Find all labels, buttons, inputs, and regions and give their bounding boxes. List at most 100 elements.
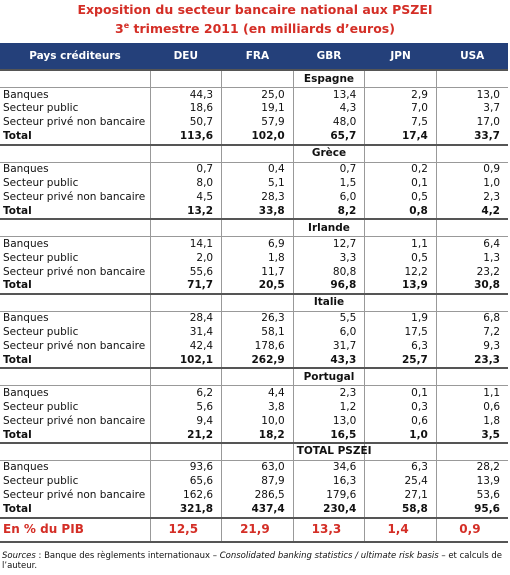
value-cell: 25,0 [221, 87, 294, 103]
row: Banques 14,1 6,9 12,7 1,1 6,4 [0, 236, 508, 252]
value-cell: 0,9 [435, 162, 508, 177]
value-cell: 262,9 [221, 353, 294, 369]
value-cell: 44,3 [149, 87, 222, 103]
cell [0, 292, 150, 312]
value-cell: 1,9 [364, 311, 437, 326]
text: 3 [115, 21, 124, 37]
cell [0, 367, 150, 387]
value-cell: 6,2 [149, 385, 222, 401]
cell [221, 218, 294, 238]
row-label: Secteur public [3, 177, 79, 190]
cell [435, 367, 508, 387]
value-cell: 1,0 [364, 428, 437, 443]
value-cell: 0,7 [292, 162, 365, 177]
superscript: e [123, 21, 130, 30]
row: Secteur privé non bancaire 50,7 57,9 48,0 7,… [0, 115, 508, 130]
section-title: Italie [292, 292, 365, 312]
value-cell: 3,7 [435, 102, 508, 116]
value-cell: 21,9 [221, 516, 294, 543]
value-cell: 20,5 [221, 278, 294, 294]
section-title: Portugal [292, 367, 365, 387]
source-label: Sources [2, 550, 36, 561]
section-row: Espagne [0, 69, 508, 89]
row: Total 71,7 20,5 96,8 13,9 30,8 [0, 278, 508, 294]
value-cell: 1,8 [221, 251, 294, 266]
value-cell: 13,9 [435, 474, 508, 489]
value-cell: 179,6 [292, 488, 365, 503]
value-cell: 3,3 [292, 251, 365, 266]
value-cell: 6,9 [221, 236, 294, 252]
cell [364, 218, 437, 238]
value-cell: 58,1 [221, 325, 294, 340]
value-cell: 58,8 [364, 502, 437, 518]
value-cell: 25,7 [364, 353, 437, 369]
value-cell: 0,1 [364, 385, 437, 401]
row: Secteur privé non bancaire 42,4 178,6 31,7 6… [0, 339, 508, 354]
cell [221, 441, 294, 461]
cell [364, 367, 437, 387]
value-cell: 23,3 [435, 353, 508, 369]
value-cell: 1,3 [435, 251, 508, 266]
value-cell: 0,5 [364, 190, 437, 205]
column-header: FRA [221, 43, 294, 71]
value-cell: 21,2 [149, 428, 222, 443]
value-cell: 1,4 [364, 516, 437, 543]
value-cell: 80,8 [292, 265, 365, 279]
value-cell: 27,1 [364, 488, 437, 503]
section-title: Espagne [292, 69, 365, 89]
row-label: Banques [3, 312, 49, 325]
value-cell: 178,6 [221, 339, 294, 354]
value-cell: 50,7 [149, 115, 222, 130]
cell [435, 292, 508, 312]
value-cell: 1,8 [435, 414, 508, 429]
row: Secteur public 8,0 5,1 1,5 0,1 1,0 [0, 176, 508, 191]
value-cell: 25,4 [364, 474, 437, 489]
cell [221, 367, 294, 387]
value-cell: 437,4 [221, 502, 294, 518]
value-cell: 6,0 [292, 325, 365, 340]
value-cell: 162,6 [149, 488, 222, 503]
value-cell: 2,9 [364, 87, 437, 103]
row: Secteur privé non bancaire 162,6 286,5 179,… [0, 488, 508, 503]
row-label: Secteur privé non bancaire [3, 265, 146, 278]
cell [0, 218, 150, 238]
cell [364, 143, 437, 163]
section-row: Portugal [0, 367, 508, 387]
section-row: TOTAL PSZEI [0, 441, 508, 461]
value-cell: 321,8 [149, 502, 222, 518]
value-cell: 9,4 [149, 414, 222, 429]
value-cell: 2,0 [149, 251, 222, 266]
value-cell: 65,7 [292, 129, 365, 145]
row-label: Total [3, 279, 32, 292]
value-cell: 4,2 [435, 204, 508, 220]
value-cell: 13,4 [292, 87, 365, 103]
value-cell: 71,7 [149, 278, 222, 294]
row-label: Banques [3, 386, 49, 399]
row: Total 321,8 437,4 230,4 58,8 95,6 [0, 502, 508, 518]
title-line: Exposition du secteur bancaire national … [77, 2, 433, 17]
value-cell: 7,0 [364, 102, 437, 116]
row-label: Banques [3, 88, 49, 101]
row: Secteur public 31,4 58,1 6,0 17,5 7,2 [0, 325, 508, 340]
column-header: JPN [364, 43, 437, 71]
section-title: Irlande [292, 218, 365, 238]
section-row: Grèce [0, 143, 508, 163]
value-cell: 6,4 [435, 236, 508, 252]
row: Total 13,2 33,8 8,2 0,8 4,2 [0, 204, 508, 220]
value-cell: 5,5 [292, 311, 365, 326]
row: Banques 6,2 4,4 2,3 0,1 1,1 [0, 385, 508, 401]
value-cell: 11,7 [221, 265, 294, 279]
value-cell: 6,3 [364, 460, 437, 475]
title: Exposition du secteur bancaire national … [0, 0, 510, 37]
row: Secteur public 2,0 1,8 3,3 0,5 1,3 [0, 251, 508, 266]
value-cell: 95,6 [435, 502, 508, 518]
value-cell: 57,9 [221, 115, 294, 130]
value-cell: 16,5 [292, 428, 365, 443]
value-cell: 3,8 [221, 400, 294, 415]
cell [0, 441, 150, 461]
data-table: Pays créditeurs DEU FRA GBR JPN USA Espagne Ban… [0, 43, 508, 543]
cell [221, 292, 294, 312]
row-label: Secteur public [3, 326, 79, 339]
value-cell: 0,6 [364, 414, 437, 429]
value-cell: 8,0 [149, 176, 222, 191]
